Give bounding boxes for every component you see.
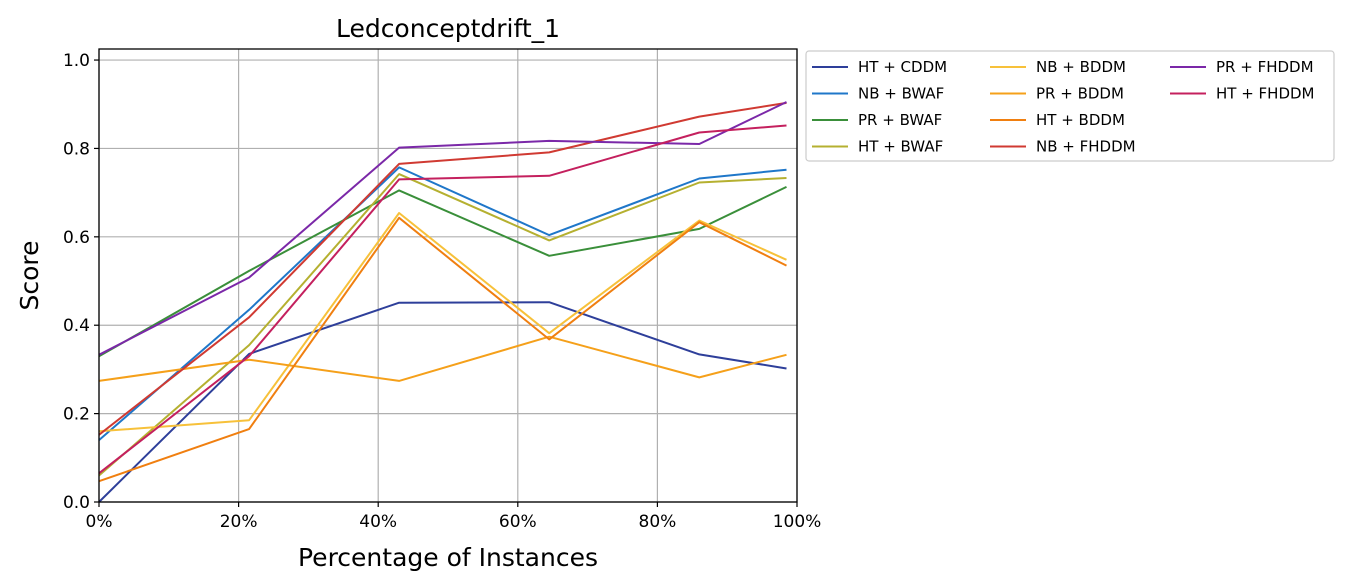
legend-entry: PR + BDDM xyxy=(1036,85,1124,103)
x-tick-label: 20% xyxy=(220,512,258,532)
legend-entry: PR + BWAF xyxy=(858,111,942,129)
legend-entry: NB + BDDM xyxy=(1036,58,1126,76)
x-axis-ticks: 0% 20% 40% 60% 80% 100% xyxy=(86,502,822,532)
legend-entry: NB + FHDDM xyxy=(1036,138,1136,156)
legend-entry: HT + CDDM xyxy=(858,58,947,76)
legend-entry: PR + FHDDM xyxy=(1216,58,1314,76)
x-axis-label: Percentage of Instances xyxy=(298,543,598,572)
y-axis-ticks: 0.0 0.2 0.4 0.6 0.8 1.0 xyxy=(63,51,99,513)
series-line-nb-bwaf xyxy=(98,166,787,441)
x-tick-label: 40% xyxy=(359,512,397,532)
legend-entry: NB + BWAF xyxy=(858,85,944,103)
y-tick-label: 0.8 xyxy=(63,139,90,159)
legend: HT + CDDM NB + BWAF PR + BWAF HT + BWAF NB +… xyxy=(805,50,1335,162)
series-line-ht-bddm xyxy=(98,216,787,483)
chart-title: Ledconceptdrift_1 xyxy=(336,14,560,43)
legend-entry: HT + BDDM xyxy=(1036,111,1125,129)
plot-frame xyxy=(98,48,798,503)
x-tick-label: 0% xyxy=(86,512,113,532)
y-axis-label: Score xyxy=(15,240,44,310)
x-tick-label: 100% xyxy=(773,512,822,532)
legend-box xyxy=(805,50,1335,162)
y-tick-label: 0.4 xyxy=(63,316,90,336)
legend-entry: HT + FHDDM xyxy=(1216,85,1315,103)
series-line-nb-fhddm xyxy=(98,101,787,436)
series-line-ht-bwaf xyxy=(98,173,787,477)
series-line-nb-bddm xyxy=(98,212,787,433)
series-lines xyxy=(98,101,787,503)
series-line-pr-bddm xyxy=(98,335,787,382)
series-line-pr-fhddm xyxy=(98,101,787,356)
y-tick-label: 0.2 xyxy=(63,405,90,425)
y-tick-label: 0.6 xyxy=(63,228,90,248)
series-line-pr-bwaf xyxy=(98,185,787,358)
y-tick-label: 0.0 xyxy=(63,493,90,513)
series-line-ht-cddm xyxy=(98,301,787,503)
y-tick-label: 1.0 xyxy=(63,51,90,71)
legend-entry: HT + BWAF xyxy=(858,138,943,156)
series-line-ht-fhddm xyxy=(98,124,787,475)
x-tick-label: 80% xyxy=(639,512,677,532)
x-tick-label: 60% xyxy=(499,512,537,532)
